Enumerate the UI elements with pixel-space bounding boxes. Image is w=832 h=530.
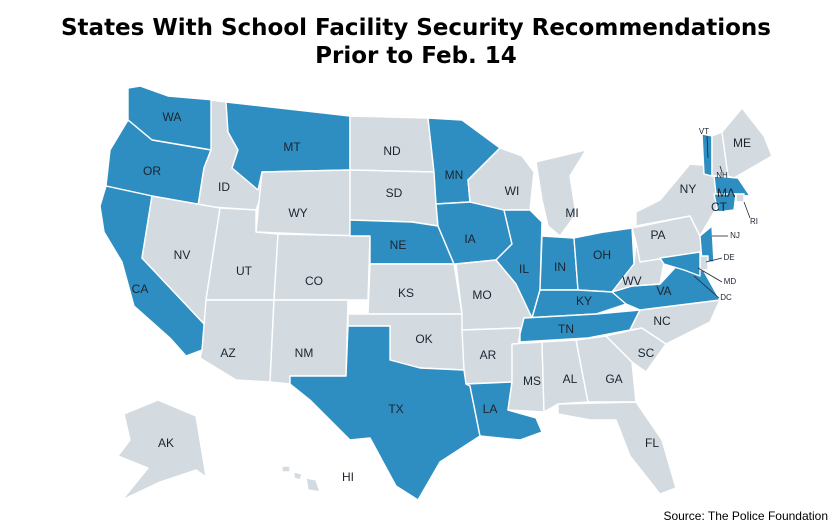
state-ma: [713, 175, 751, 197]
label-wv: WV: [622, 274, 641, 288]
label-or: OR: [143, 164, 161, 178]
label-wa: WA: [163, 110, 182, 124]
state-de: [699, 255, 709, 271]
leader-line-de: [705, 257, 723, 263]
label-ny: NY: [680, 182, 697, 196]
label-nm: NM: [295, 346, 314, 360]
state-co: [273, 233, 371, 301]
label-ks: KS: [398, 286, 414, 300]
state-fl: [557, 401, 677, 495]
leader-line-md: [697, 267, 723, 283]
label-nd: ND: [383, 144, 401, 158]
state-tx: [289, 325, 481, 501]
state-ak: [117, 399, 237, 501]
title-line-1: States With School Facility Security Rec…: [60, 15, 771, 41]
label-sc: SC: [638, 346, 655, 360]
state-az: [199, 299, 275, 383]
label-id: ID: [218, 180, 230, 194]
title-line-2: Prior to Feb. 14: [315, 43, 517, 69]
label-ne: NE: [390, 238, 407, 252]
label-ky: KY: [576, 294, 592, 308]
label-ia: IA: [464, 232, 475, 246]
label-nc: NC: [653, 314, 671, 328]
state-ct: [713, 193, 737, 213]
label-de: DE: [723, 253, 734, 262]
label-nh: NH: [716, 171, 728, 180]
label-ok: OK: [415, 332, 432, 346]
label-sd: SD: [386, 186, 403, 200]
state-wi: [467, 147, 535, 211]
label-az: AZ: [220, 346, 235, 360]
state-tn: [519, 309, 641, 343]
state-md: [659, 251, 701, 277]
label-hi: HI: [342, 470, 354, 484]
leader-line-dc: [693, 275, 720, 299]
label-nj: NJ: [730, 231, 740, 240]
label-dc: DC: [720, 293, 732, 302]
state-hi: [281, 465, 321, 493]
state-nj: [699, 225, 715, 263]
leader-line-ri: [743, 201, 751, 219]
label-ct: CT: [711, 200, 728, 214]
label-mn: MN: [445, 168, 464, 182]
label-oh: OH: [593, 248, 611, 262]
state-mi: [535, 149, 587, 237]
label-tx: TX: [388, 402, 403, 416]
state-ri: [735, 193, 745, 203]
label-ca: CA: [132, 282, 149, 296]
label-mo: MO: [472, 288, 491, 302]
label-in: IN: [554, 260, 566, 274]
label-fl: FL: [645, 436, 659, 450]
page-title: States With School Facility Security Rec…: [0, 14, 832, 70]
label-ga: GA: [605, 372, 622, 386]
label-al: AL: [563, 372, 578, 386]
label-ma: MA: [717, 186, 735, 200]
label-wy: WY: [288, 206, 307, 220]
source-note: Source: The Police Foundation: [663, 509, 828, 523]
state-nm: [269, 299, 349, 385]
state-ga: [575, 335, 637, 403]
label-va: VA: [656, 284, 671, 298]
label-vt: VT: [699, 127, 709, 136]
state-me: [721, 107, 773, 179]
label-ms: MS: [523, 374, 541, 388]
state-ks: [367, 263, 463, 315]
label-mt: MT: [283, 140, 301, 154]
label-la: LA: [483, 402, 498, 416]
label-pa: PA: [650, 228, 665, 242]
label-me: ME: [733, 136, 751, 150]
leader-line-nh: [719, 165, 723, 173]
label-md: MD: [724, 277, 737, 286]
leader-line-vt: [706, 135, 709, 159]
label-co: CO: [305, 274, 323, 288]
label-nv: NV: [174, 248, 191, 262]
label-ut: UT: [236, 264, 253, 278]
state-ms: [507, 341, 545, 413]
label-wi: WI: [505, 184, 520, 198]
label-ak: AK: [158, 436, 174, 450]
label-mi: MI: [565, 206, 578, 220]
state-wy: [255, 169, 351, 237]
label-tn: TN: [558, 322, 574, 336]
label-ri: RI: [750, 217, 758, 226]
label-il: IL: [519, 262, 529, 276]
label-ar: AR: [480, 348, 497, 362]
